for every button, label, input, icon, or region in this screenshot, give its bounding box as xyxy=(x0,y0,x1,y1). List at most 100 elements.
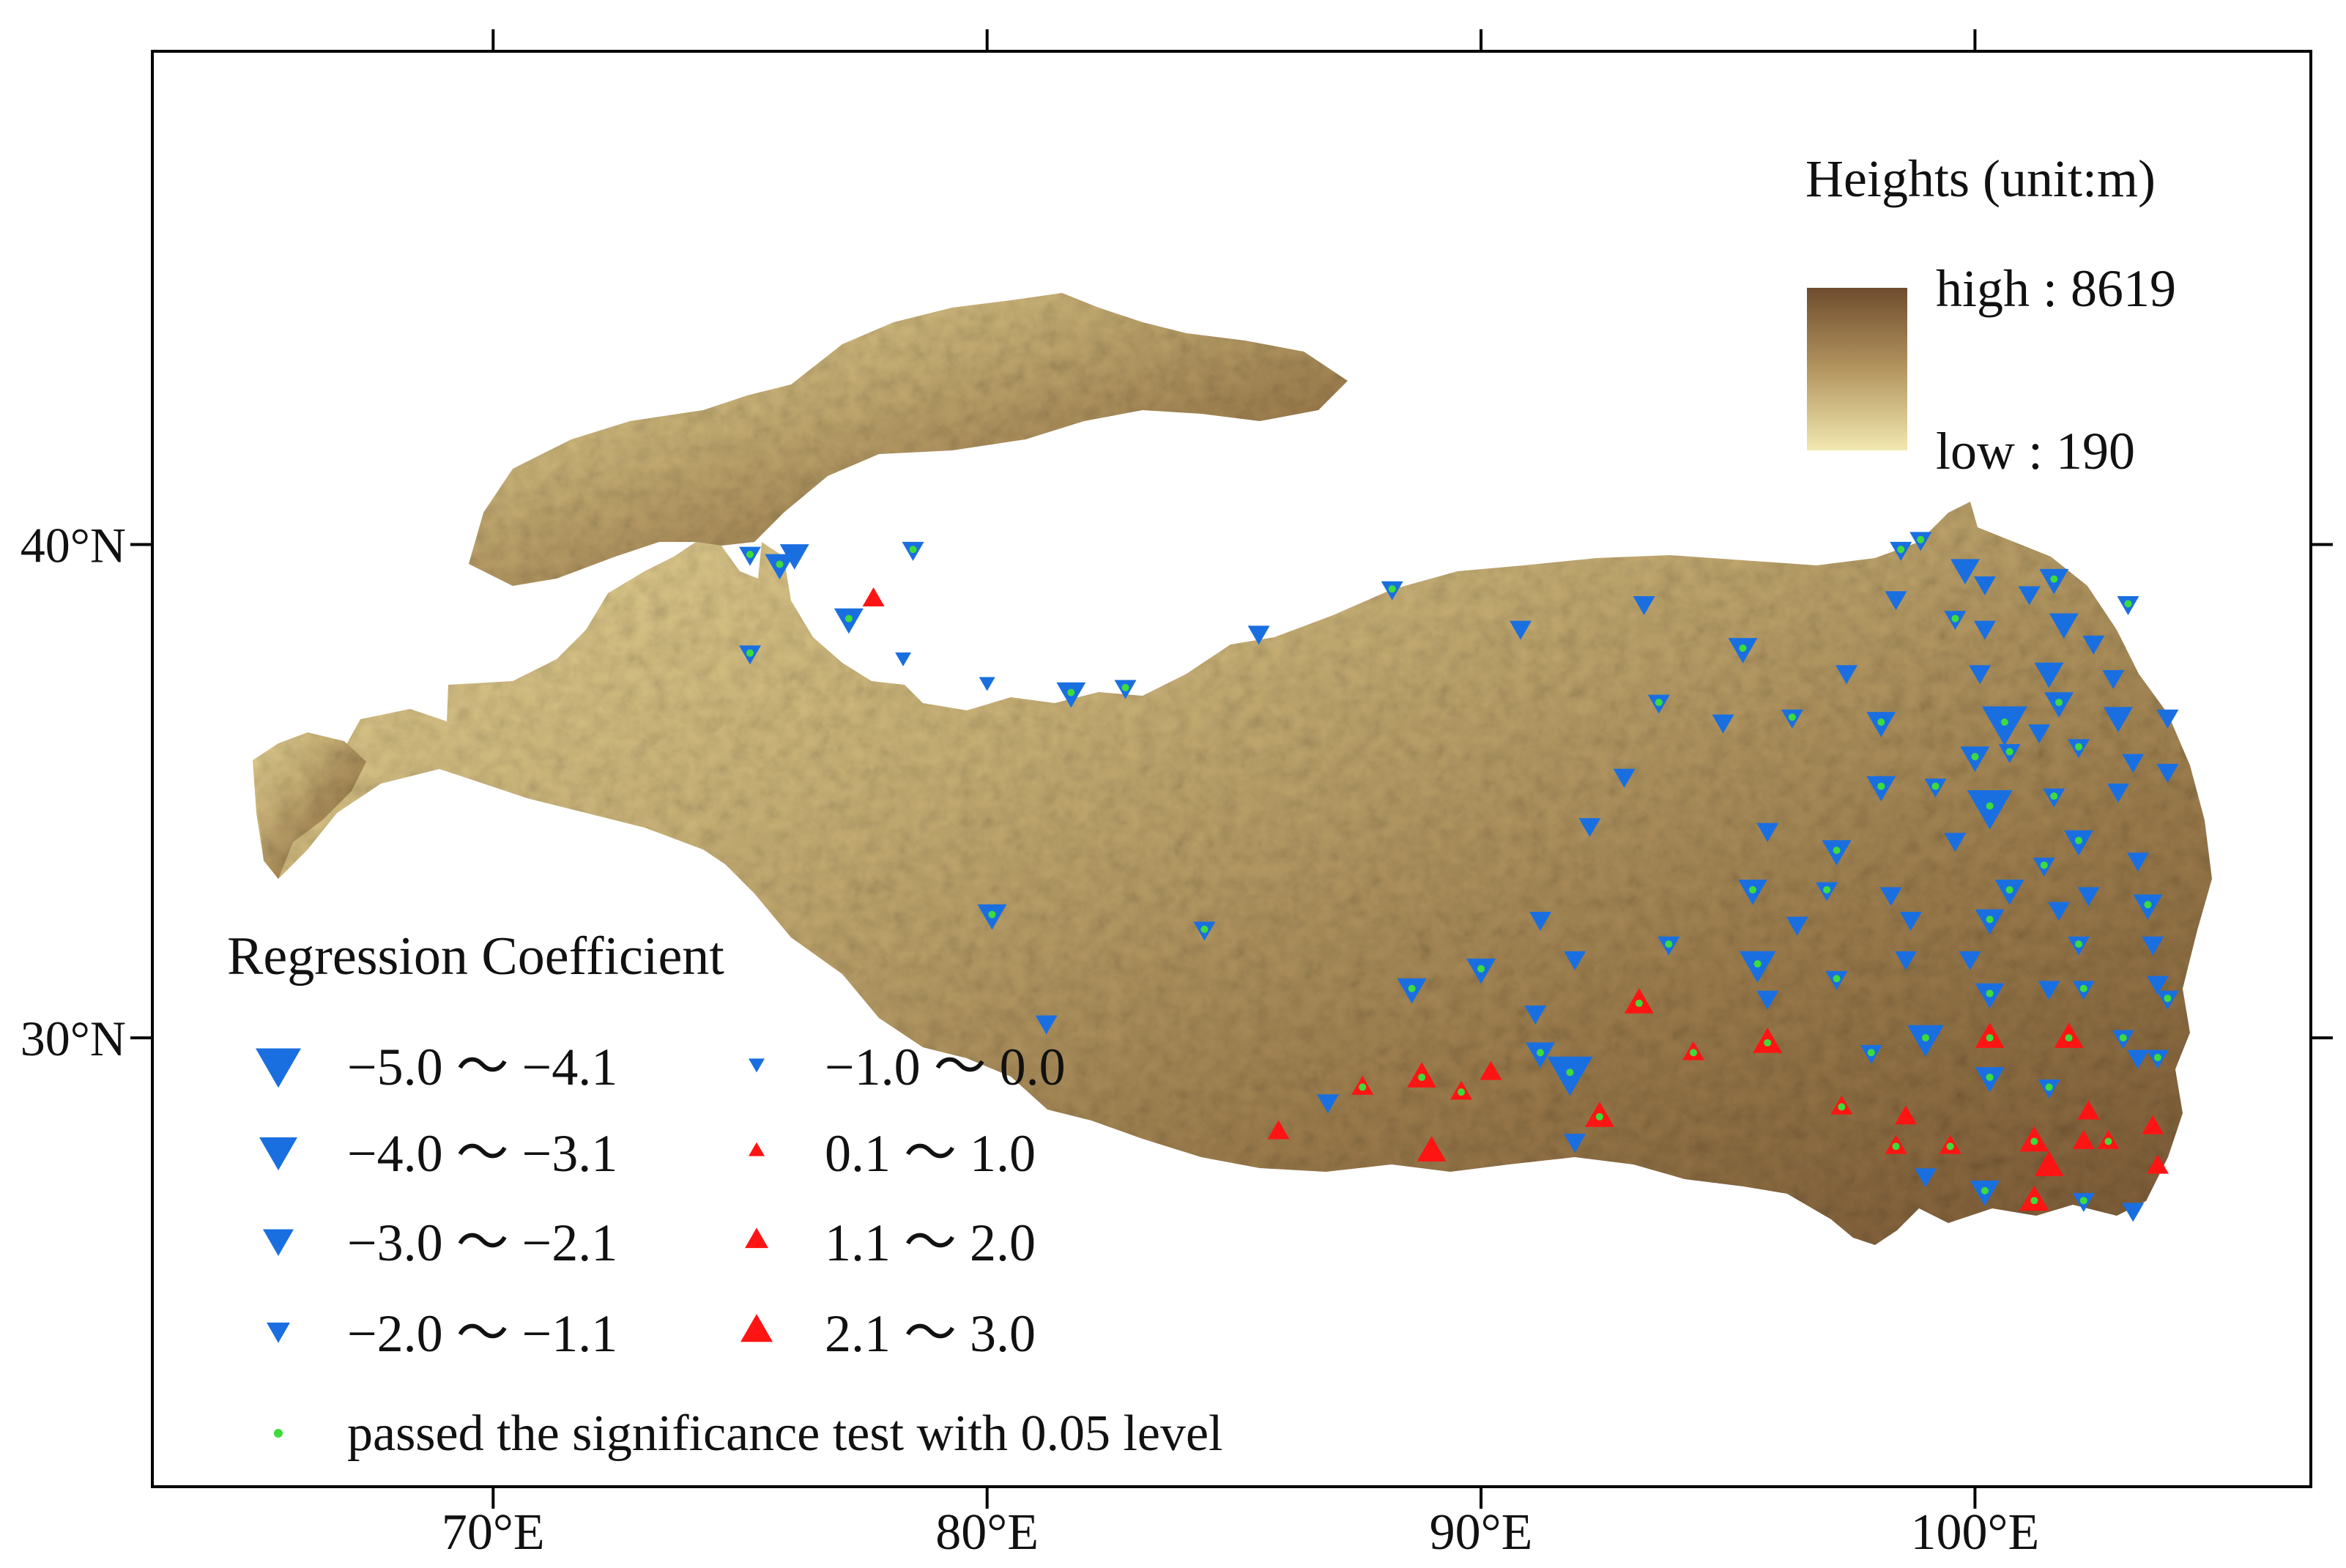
station-decrease-marker xyxy=(1786,916,1808,936)
station-decrease-marker xyxy=(2156,709,2179,729)
legend-neg3-label: −3.0 ～ −2.1 xyxy=(347,1214,617,1272)
legend-neg1-label: −1.0 ～ 0.0 xyxy=(825,1038,1066,1096)
significance-dot xyxy=(2065,1034,2073,1042)
significance-dot xyxy=(776,560,784,568)
legend-neg4-label: −4.0 ～ −3.1 xyxy=(347,1124,617,1183)
heights-legend: Heights (unit:m) high : 8619 low : 190 xyxy=(1805,149,2176,480)
significance-dot xyxy=(2079,984,2087,992)
pamir-west-arm xyxy=(253,732,366,879)
significance-dot xyxy=(1788,713,1796,721)
station-decrease-marker xyxy=(1967,790,2013,830)
station-increase-marker xyxy=(1417,1136,1447,1162)
coefficient-legend-title: Regression Coefficient xyxy=(227,926,724,986)
station-decrease-marker xyxy=(1950,559,1980,585)
station-decrease-marker xyxy=(1564,1134,1586,1153)
significance-dot xyxy=(1665,940,1673,948)
terrain-region xyxy=(253,293,2212,1245)
y-axis: 40°N 30°N xyxy=(21,518,2333,1066)
station-decrease-marker xyxy=(2102,670,2125,689)
significance-dot xyxy=(1748,886,1756,894)
station-increase-marker xyxy=(2142,1115,2164,1134)
significance-dot xyxy=(746,551,754,559)
significance-dot xyxy=(2055,699,2063,707)
station-decrease-marker xyxy=(2106,783,2129,803)
significance-dot xyxy=(1897,546,1905,554)
station-decrease-marker xyxy=(2142,936,2164,956)
station-decrease-marker xyxy=(1944,833,1967,852)
coefficient-legend: Regression Coefficient −5.0 ～ −4.1 −4.0 ～… xyxy=(227,926,1223,1462)
significance-dot xyxy=(1892,1142,1900,1151)
legend-neg5-icon xyxy=(256,1048,301,1088)
station-decrease-marker xyxy=(1524,1006,1547,1025)
significance-dot xyxy=(2005,886,2013,894)
station-decrease-marker xyxy=(779,544,809,570)
station-markers xyxy=(738,532,2179,1222)
legend-neg3-icon xyxy=(263,1229,294,1256)
station-decrease-marker xyxy=(1613,768,1636,788)
x-tick-label: 90°E xyxy=(1430,1504,1533,1561)
x-axis: 70°E 80°E 90°E 100°E xyxy=(442,29,2039,1561)
station-increase-marker xyxy=(1480,1060,1502,1080)
x-tick-label: 100°E xyxy=(1911,1504,2040,1561)
significance-dot xyxy=(1458,1088,1466,1096)
station-decrease-marker xyxy=(1879,887,1902,907)
significance-dot xyxy=(746,649,754,657)
station-decrease-marker xyxy=(2049,613,2079,639)
height-color-ramp xyxy=(1807,288,1907,450)
station-decrease-marker xyxy=(1969,665,1991,685)
significance-dot xyxy=(1823,886,1831,894)
height-low-label: low : 190 xyxy=(1936,422,2135,480)
station-increase-marker xyxy=(2077,1100,2100,1120)
station-decrease-marker xyxy=(2077,887,2100,907)
significance-dot-icon xyxy=(274,1429,283,1438)
significance-dot xyxy=(1971,753,1979,761)
legend-pos1-icon xyxy=(749,1142,765,1156)
plateau-body xyxy=(253,502,2212,1245)
significance-dot xyxy=(1764,1038,1772,1047)
station-increase-marker xyxy=(2034,1151,2064,1177)
significance-dot xyxy=(2040,861,2048,869)
station-decrease-marker xyxy=(2048,902,2071,921)
x-tick-label: 80°E xyxy=(935,1504,1039,1561)
station-decrease-marker xyxy=(895,652,912,666)
legend-pos3-label: 2.1 ～ 3.0 xyxy=(825,1304,1036,1363)
significance-dot xyxy=(1986,915,1994,924)
station-decrease-marker xyxy=(1973,576,1996,596)
station-decrease-marker xyxy=(1712,714,1734,734)
significance-dot xyxy=(845,614,853,623)
significance-dot xyxy=(1655,699,1663,707)
significance-dot xyxy=(1981,1186,1989,1194)
station-decrease-marker xyxy=(1835,665,1858,685)
significance-dot xyxy=(988,910,996,918)
station-decrease-marker xyxy=(1959,951,1981,970)
station-decrease-marker xyxy=(2146,976,2169,995)
significance-dot xyxy=(1388,585,1396,593)
station-decrease-marker xyxy=(1981,706,2027,746)
station-decrease-marker xyxy=(1914,1168,1937,1188)
significance-dot xyxy=(1946,1142,1954,1151)
significance-dot xyxy=(1067,688,1075,696)
station-decrease-marker xyxy=(1756,822,1779,842)
significance-dot xyxy=(1986,1073,1994,1081)
station-decrease-marker xyxy=(2122,754,2145,773)
station-increase-marker xyxy=(1895,1105,1918,1125)
significance-dot xyxy=(2075,940,2083,948)
significance-dot xyxy=(1877,718,1885,727)
significance-dot xyxy=(2000,718,2008,727)
station-decrease-marker xyxy=(1973,620,1996,640)
significance-dot xyxy=(909,546,917,554)
significance-dot xyxy=(2164,995,2172,1003)
significance-dot xyxy=(1833,975,1841,983)
significance-dot xyxy=(1986,989,1994,997)
significance-dot xyxy=(1986,802,1994,810)
significance-dot xyxy=(2030,1137,2038,1145)
station-decrease-marker xyxy=(2126,1049,2149,1069)
significance-dot xyxy=(1833,847,1841,855)
significance-dot xyxy=(2045,1083,2053,1091)
significance-dot xyxy=(1536,1049,1544,1057)
station-decrease-marker xyxy=(1895,951,1918,970)
station-decrease-marker xyxy=(2103,707,2133,733)
station-decrease-marker xyxy=(1899,912,1922,932)
station-decrease-marker xyxy=(2156,763,2179,783)
significance-dot xyxy=(2075,836,2083,844)
